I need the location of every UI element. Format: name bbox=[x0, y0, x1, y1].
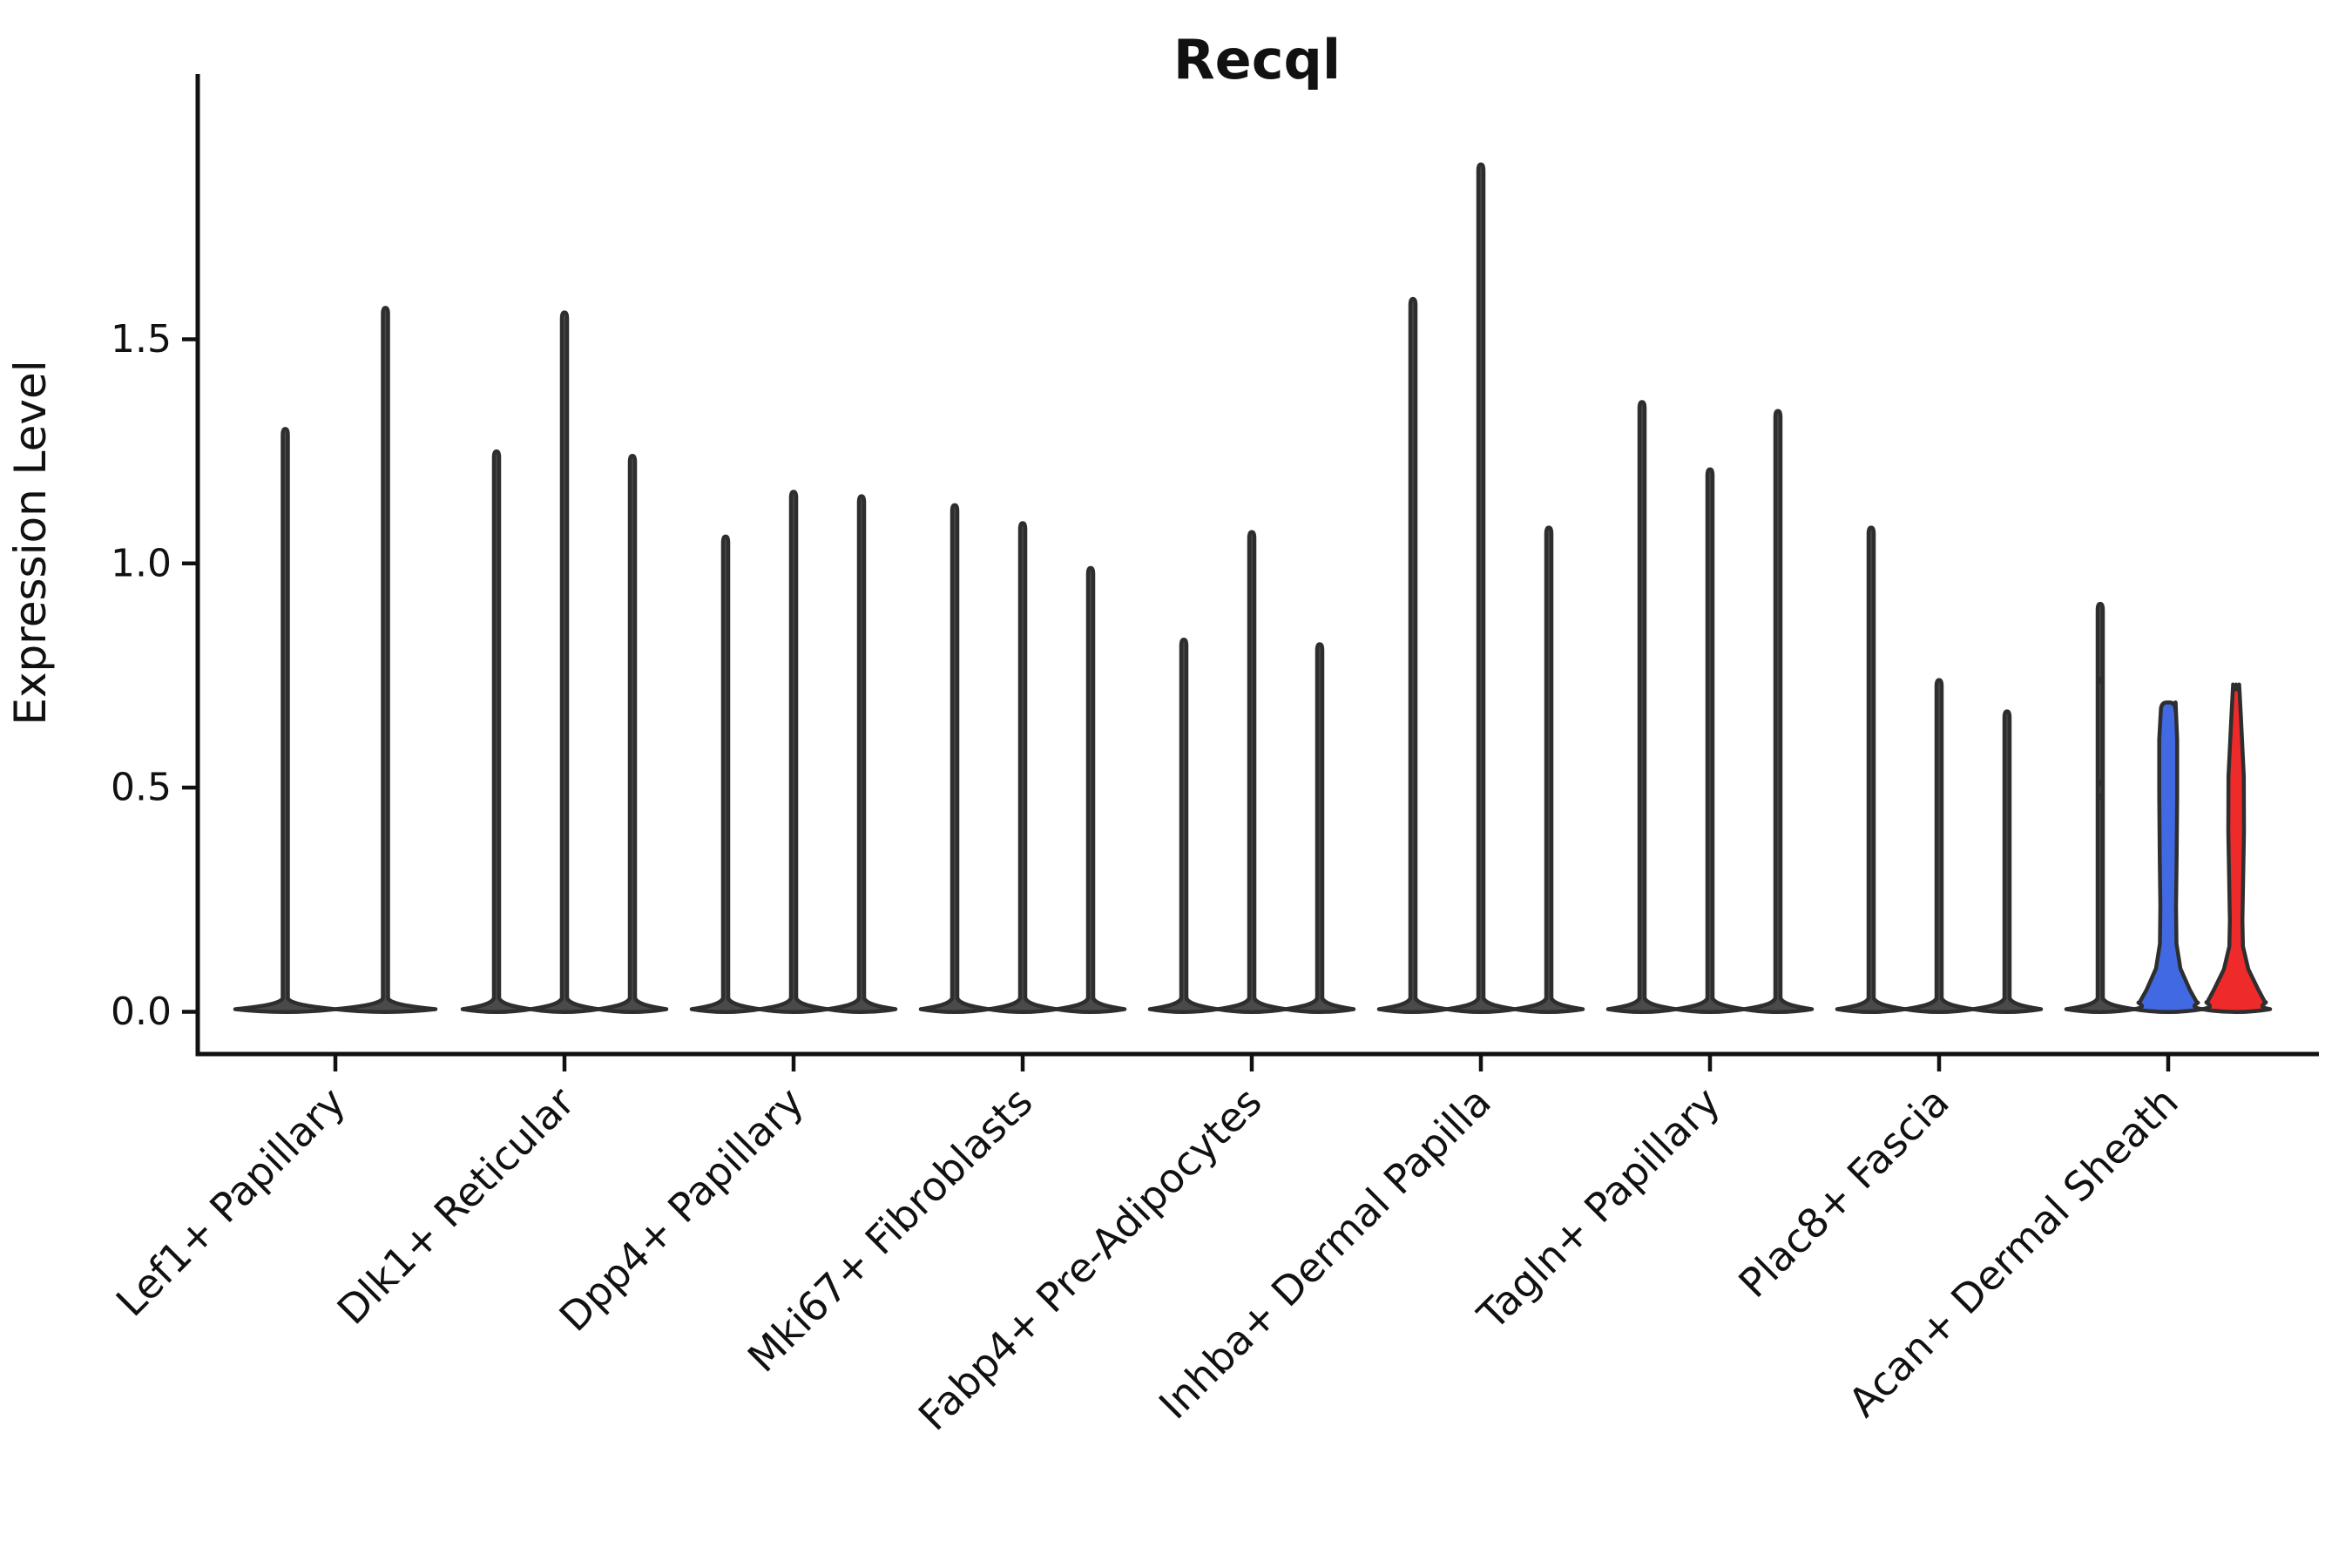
y-tick-label: 1.0 bbox=[111, 541, 172, 585]
data-point bbox=[2097, 676, 2104, 684]
violin bbox=[1970, 709, 2044, 1014]
violin bbox=[2064, 601, 2137, 1014]
y-tick-label: 1.5 bbox=[111, 317, 172, 362]
violin bbox=[333, 306, 438, 1014]
category-label: Tagln+ Papillary bbox=[1468, 1078, 1729, 1340]
violin bbox=[1215, 530, 1288, 1014]
violin bbox=[2200, 682, 2273, 1014]
violin bbox=[2132, 700, 2205, 1014]
violin bbox=[1283, 642, 1356, 1014]
axis-spines bbox=[195, 74, 2319, 1057]
violin bbox=[825, 494, 898, 1014]
violin bbox=[689, 534, 762, 1014]
data-point bbox=[2097, 793, 2104, 801]
violin bbox=[1512, 525, 1585, 1014]
violin bbox=[1835, 525, 1908, 1014]
violin bbox=[1605, 400, 1679, 1014]
y-axis-label: Expression Level bbox=[5, 360, 56, 725]
violin bbox=[1673, 467, 1747, 1014]
violin bbox=[1376, 296, 1450, 1014]
category-label: Lef1+ Papillary bbox=[107, 1078, 355, 1326]
category-label: Plac8+ Fascia bbox=[1729, 1078, 1957, 1307]
violin bbox=[1147, 638, 1220, 1014]
y-tick-label: 0.0 bbox=[111, 990, 172, 1034]
y-tick-label: 0.5 bbox=[111, 766, 172, 810]
violin bbox=[528, 310, 601, 1014]
violin bbox=[1741, 409, 1815, 1014]
violin bbox=[233, 427, 338, 1014]
category-label: Dlk1+ Reticular bbox=[328, 1078, 584, 1334]
violin bbox=[986, 521, 1059, 1014]
violin bbox=[1444, 162, 1517, 1014]
data-point bbox=[2097, 780, 2104, 787]
violin bbox=[596, 454, 669, 1014]
violin bbox=[1903, 678, 1976, 1014]
category-label: Dpp4+ Papillary bbox=[551, 1078, 813, 1341]
violin bbox=[918, 503, 991, 1014]
axes bbox=[182, 74, 2319, 1071]
chart-title: Recql bbox=[1173, 28, 1341, 91]
violin bbox=[1054, 565, 1127, 1014]
violin bbox=[460, 449, 533, 1014]
violins bbox=[233, 162, 2273, 1014]
violin bbox=[757, 490, 830, 1014]
